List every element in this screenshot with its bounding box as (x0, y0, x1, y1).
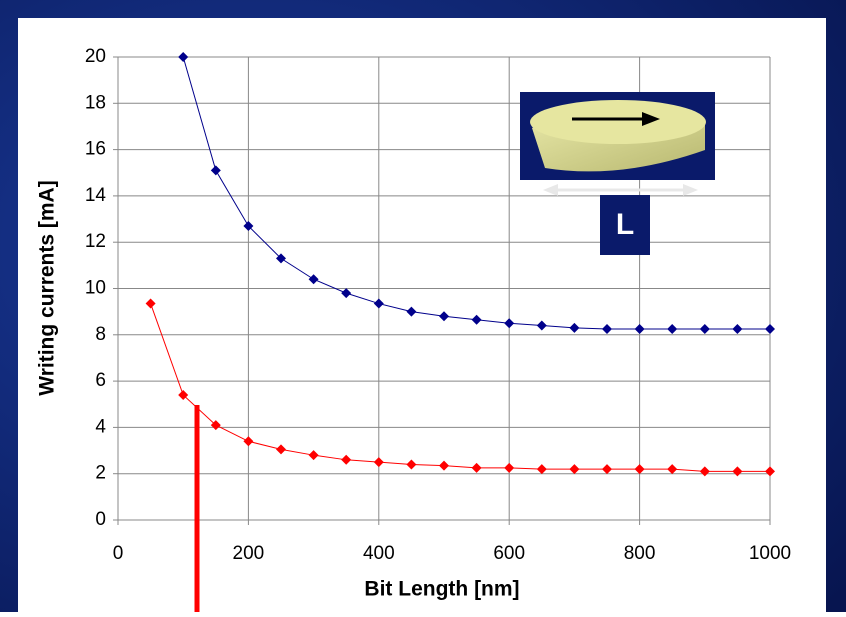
marker (210, 165, 221, 176)
marker (536, 464, 547, 475)
marker (602, 464, 612, 475)
marker (634, 464, 645, 475)
marker (699, 324, 710, 335)
marker (341, 454, 352, 465)
y-tick-label: 12 (85, 231, 106, 252)
y-tick-label: 6 (95, 370, 106, 391)
inset: L (520, 92, 715, 255)
y-tick-label: 4 (95, 416, 106, 437)
inset-label-box (600, 195, 650, 255)
marker (406, 459, 417, 470)
marker (178, 52, 189, 62)
marker (406, 306, 417, 317)
marker (699, 466, 710, 477)
marker (732, 466, 743, 477)
marker (373, 298, 384, 309)
marker (765, 466, 775, 477)
inset-dim-left (543, 184, 558, 196)
marker (243, 436, 254, 447)
y-tick-label: 0 (95, 509, 106, 530)
y-tick-label: 14 (85, 185, 107, 206)
marker (667, 464, 678, 475)
y-tick-label: 10 (85, 278, 106, 299)
marker (602, 324, 612, 335)
inset-disk-top (530, 100, 706, 144)
inset-dim-right (683, 184, 698, 196)
marker (276, 444, 286, 455)
marker (765, 324, 775, 335)
marker (210, 420, 221, 431)
marker (178, 389, 189, 400)
marker (276, 253, 286, 264)
y-tick-label: 16 (85, 139, 106, 160)
marker (243, 220, 254, 231)
marker (439, 460, 449, 471)
x-tick-label: 400 (363, 543, 395, 564)
x-tick-label: 600 (493, 543, 525, 564)
x-tick-label: 0 (113, 543, 124, 564)
marker (471, 314, 482, 325)
marker (145, 298, 156, 309)
marker (504, 318, 515, 329)
marker (569, 322, 580, 333)
marker (667, 324, 678, 335)
y-tick-label: 18 (85, 92, 106, 113)
y-tick-label: 8 (95, 324, 106, 345)
marker (439, 311, 449, 322)
x-axis-label: Bit Length [nm] (364, 578, 519, 601)
marker (308, 274, 319, 285)
marker (634, 324, 645, 335)
y-tick-label: 2 (95, 463, 106, 484)
marker (732, 324, 743, 335)
x-tick-label: 200 (233, 543, 265, 564)
y-tick-label: 20 (85, 46, 106, 67)
marker (308, 450, 319, 461)
x-tick-label: 1000 (749, 543, 791, 564)
inset-arrowhead (642, 112, 660, 126)
marker (471, 462, 482, 473)
marker (536, 320, 547, 331)
inset-label: L (616, 208, 634, 241)
marker (504, 462, 515, 473)
marker (569, 464, 580, 475)
x-tick-label: 800 (624, 543, 656, 564)
series-line (150, 303, 770, 472)
marker (341, 288, 352, 299)
y-axis-label: Writing currents [mA] (36, 180, 59, 395)
marker (373, 457, 384, 468)
